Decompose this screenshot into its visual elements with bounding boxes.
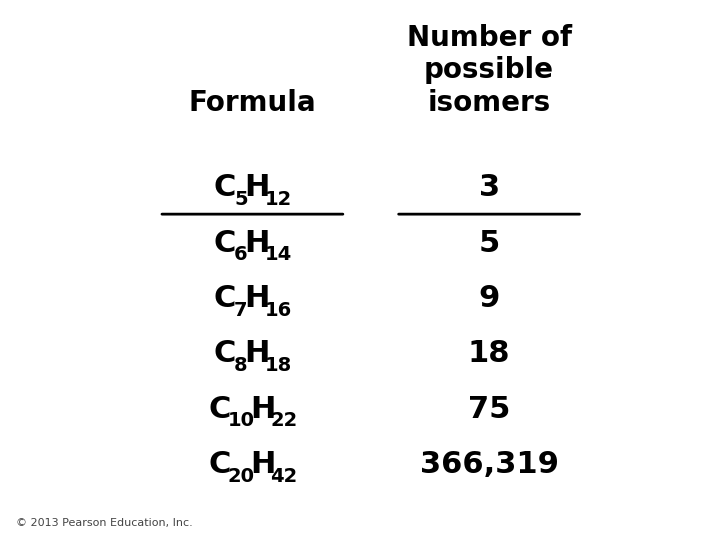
Text: © 2013 Pearson Education, Inc.: © 2013 Pearson Education, Inc. [16,518,192,528]
Text: 7: 7 [234,301,248,320]
Text: 5: 5 [479,228,500,258]
Text: 20: 20 [228,467,254,486]
Text: H: H [244,173,269,202]
Text: 14: 14 [265,245,292,264]
Text: 16: 16 [265,301,292,320]
Text: 75: 75 [468,395,510,424]
Text: 5: 5 [234,190,248,209]
Text: C: C [214,284,236,313]
Text: 8: 8 [234,356,248,375]
Text: 9: 9 [478,284,500,313]
Text: 42: 42 [270,467,297,486]
Text: 3: 3 [479,173,500,202]
Text: C: C [214,173,236,202]
Text: 18: 18 [468,340,510,368]
Text: 6: 6 [234,245,248,264]
Text: C: C [208,450,230,479]
Text: C: C [208,395,230,424]
Text: H: H [250,450,275,479]
Text: C: C [214,340,236,368]
Text: 12: 12 [265,190,292,209]
Text: Number of
possible
isomers: Number of possible isomers [407,24,572,117]
Text: H: H [250,395,275,424]
Text: C: C [214,228,236,258]
Text: 366,319: 366,319 [420,450,559,479]
Text: Formula: Formula [189,89,316,117]
Text: 18: 18 [265,356,292,375]
Text: H: H [244,284,269,313]
Text: H: H [244,340,269,368]
Text: 10: 10 [228,411,254,430]
Text: H: H [244,228,269,258]
Text: 22: 22 [270,411,297,430]
